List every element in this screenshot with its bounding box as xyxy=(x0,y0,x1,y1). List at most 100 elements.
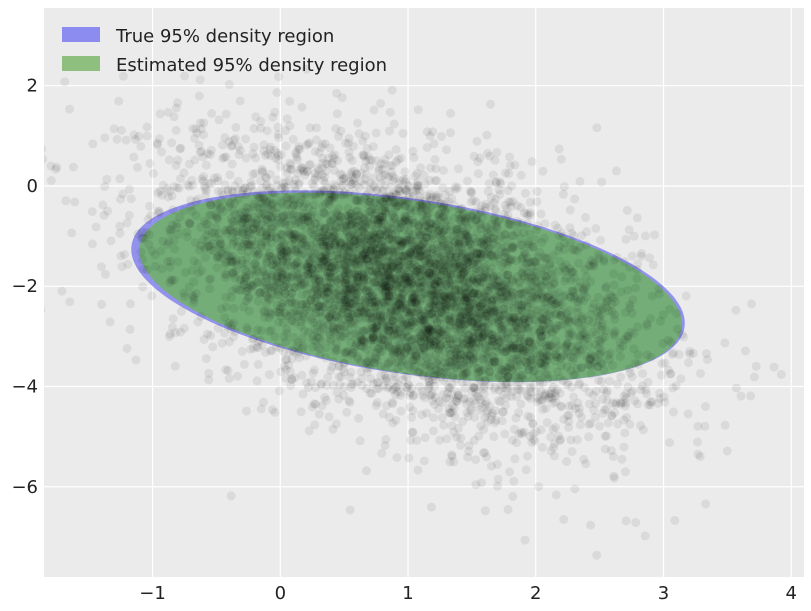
scatter-point xyxy=(606,348,615,358)
scatter-point xyxy=(339,288,349,298)
scatter-point xyxy=(346,318,356,328)
scatter-point xyxy=(194,91,204,101)
scatter-point xyxy=(439,238,448,248)
scatter-point xyxy=(401,201,410,210)
scatter-point xyxy=(226,257,236,267)
scatter-point xyxy=(720,420,730,430)
scatter-point xyxy=(579,335,589,345)
scatter-point xyxy=(138,264,148,274)
scatter-point xyxy=(403,250,413,260)
scatter-point xyxy=(389,212,399,222)
scatter-point xyxy=(323,159,333,169)
scatter-point xyxy=(99,210,109,220)
scatter-point xyxy=(406,435,416,445)
scatter-point xyxy=(318,256,328,266)
scatter-point xyxy=(289,233,299,242)
scatter-point xyxy=(480,413,490,423)
scatter-point xyxy=(293,218,303,228)
scatter-point xyxy=(582,352,591,361)
scatter-point xyxy=(341,281,351,291)
scatter-point xyxy=(419,309,429,319)
scatter-point xyxy=(387,398,397,407)
scatter-point xyxy=(315,282,325,292)
scatter-point xyxy=(498,281,508,291)
scatter-point xyxy=(490,357,500,367)
scatter-point xyxy=(591,386,601,396)
scatter-point xyxy=(298,389,308,399)
scatter-point xyxy=(564,416,574,426)
scatter-point xyxy=(596,376,606,386)
scatter-point xyxy=(169,275,179,285)
scatter-point xyxy=(241,212,251,222)
scatter-point xyxy=(404,269,414,279)
scatter-point xyxy=(407,316,417,326)
scatter-point xyxy=(271,208,281,218)
scatter-point xyxy=(559,182,569,192)
scatter-point xyxy=(617,454,627,464)
scatter-point xyxy=(303,261,312,271)
scatter-point xyxy=(535,358,545,368)
scatter-point xyxy=(292,231,302,241)
scatter-point xyxy=(334,362,344,372)
scatter-point xyxy=(411,206,421,216)
scatter-point xyxy=(367,297,377,307)
scatter-point xyxy=(395,300,404,309)
scatter-point xyxy=(211,222,221,232)
scatter-point xyxy=(489,214,499,224)
scatter-point xyxy=(422,227,432,237)
scatter-point xyxy=(406,203,416,213)
scatter-point xyxy=(303,327,313,337)
scatter-point xyxy=(44,154,48,164)
scatter-point xyxy=(319,255,329,265)
scatter-point xyxy=(384,296,394,306)
scatter-point xyxy=(668,383,678,393)
scatter-point xyxy=(346,241,356,251)
scatter-point xyxy=(457,377,467,387)
scatter-point xyxy=(244,292,254,302)
scatter-point xyxy=(285,96,295,106)
scatter-point xyxy=(446,108,456,118)
scatter-point xyxy=(200,253,210,262)
scatter-point xyxy=(523,392,533,402)
scatter-point xyxy=(511,355,521,365)
scatter-point xyxy=(158,180,168,190)
scatter-point xyxy=(500,280,510,290)
scatter-point xyxy=(480,206,490,216)
scatter-point xyxy=(439,225,449,235)
scatter-point xyxy=(495,323,505,333)
scatter-point xyxy=(545,342,555,352)
scatter-point xyxy=(381,296,391,306)
scatter-point xyxy=(440,217,450,227)
scatter-point xyxy=(650,230,660,240)
scatter-point xyxy=(256,325,266,335)
scatter-point xyxy=(185,219,195,229)
scatter-point xyxy=(199,334,209,344)
scatter-point xyxy=(747,299,756,309)
scatter-point xyxy=(476,301,486,311)
scatter-point xyxy=(424,303,434,312)
scatter-point xyxy=(277,198,287,208)
scatter-point xyxy=(529,366,539,376)
scatter-point xyxy=(481,399,491,409)
scatter-point xyxy=(519,247,529,257)
scatter-point xyxy=(490,155,500,165)
scatter-point xyxy=(602,404,612,414)
scatter-point xyxy=(462,296,472,306)
scatter-point xyxy=(437,327,447,337)
scatter-point xyxy=(410,270,420,280)
scatter-point xyxy=(429,413,438,423)
scatter-point xyxy=(542,316,552,326)
scatter-point xyxy=(422,201,431,211)
scatter-point xyxy=(741,346,750,356)
scatter-point xyxy=(155,109,165,119)
scatter-point xyxy=(516,306,526,316)
scatter-point xyxy=(351,180,361,190)
scatter-point xyxy=(731,383,741,393)
scatter-point xyxy=(244,270,254,280)
scatter-point xyxy=(550,309,560,319)
scatter-point xyxy=(173,257,183,267)
scatter-point xyxy=(428,426,438,436)
scatter-point xyxy=(367,266,377,276)
scatter-point xyxy=(305,268,315,278)
scatter-point xyxy=(179,323,189,333)
